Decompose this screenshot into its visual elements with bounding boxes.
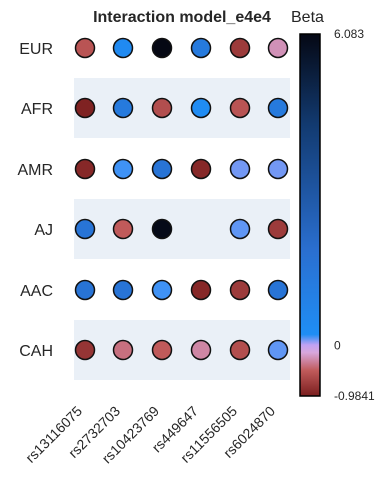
chart-title: Interaction model_e4e4 — [93, 9, 271, 26]
data-point — [74, 158, 96, 180]
colorbar-tick-label: -0.9841 — [334, 389, 375, 403]
data-point — [229, 97, 251, 119]
data-point — [112, 37, 134, 59]
row-band — [74, 78, 290, 138]
row-bands — [74, 78, 290, 380]
colorbar-ticks: 6.083 0 -0.9841 — [334, 27, 375, 403]
row-label: EUR — [19, 41, 53, 58]
data-point — [151, 158, 173, 180]
data-point — [74, 37, 96, 59]
row-labels: EUR AFR AMR AJ AAC CAH — [17, 41, 53, 360]
data-point — [74, 97, 96, 119]
data-point — [74, 339, 96, 361]
data-point — [112, 218, 134, 240]
data-point — [74, 279, 96, 301]
data-point — [190, 279, 212, 301]
data-point — [151, 218, 173, 240]
data-point — [267, 37, 289, 59]
row-label: AAC — [20, 283, 53, 300]
data-point — [267, 218, 289, 240]
row-band — [74, 199, 290, 259]
data-point — [190, 97, 212, 119]
data-point — [267, 158, 289, 180]
data-point — [112, 339, 134, 361]
data-point — [190, 158, 212, 180]
data-point — [229, 158, 251, 180]
row-label: CAH — [19, 343, 53, 360]
row-band — [74, 320, 290, 380]
data-point — [229, 339, 251, 361]
colorbar — [299, 33, 321, 397]
data-point — [112, 279, 134, 301]
data-point — [267, 339, 289, 361]
column-labels: rs13116075rs2732703rs10423769rs449647rs1… — [22, 403, 278, 467]
data-point — [190, 339, 212, 361]
colorbar-tick-label: 0 — [334, 339, 341, 353]
data-point — [190, 37, 212, 59]
data-point — [229, 37, 251, 59]
data-point — [112, 158, 134, 180]
data-point — [151, 97, 173, 119]
data-point — [267, 97, 289, 119]
data-point — [151, 339, 173, 361]
data-point — [74, 218, 96, 240]
data-point — [151, 37, 173, 59]
data-point — [151, 279, 173, 301]
row-label: AJ — [34, 222, 53, 239]
colorbar-title: Beta — [291, 9, 324, 26]
row-label: AFR — [21, 101, 53, 118]
data-point — [229, 279, 251, 301]
colorbar-tick-label: 6.083 — [334, 27, 364, 41]
data-point — [112, 97, 134, 119]
data-point — [229, 218, 251, 240]
data-point — [267, 279, 289, 301]
row-label: AMR — [17, 162, 53, 179]
data-markers — [74, 37, 289, 361]
